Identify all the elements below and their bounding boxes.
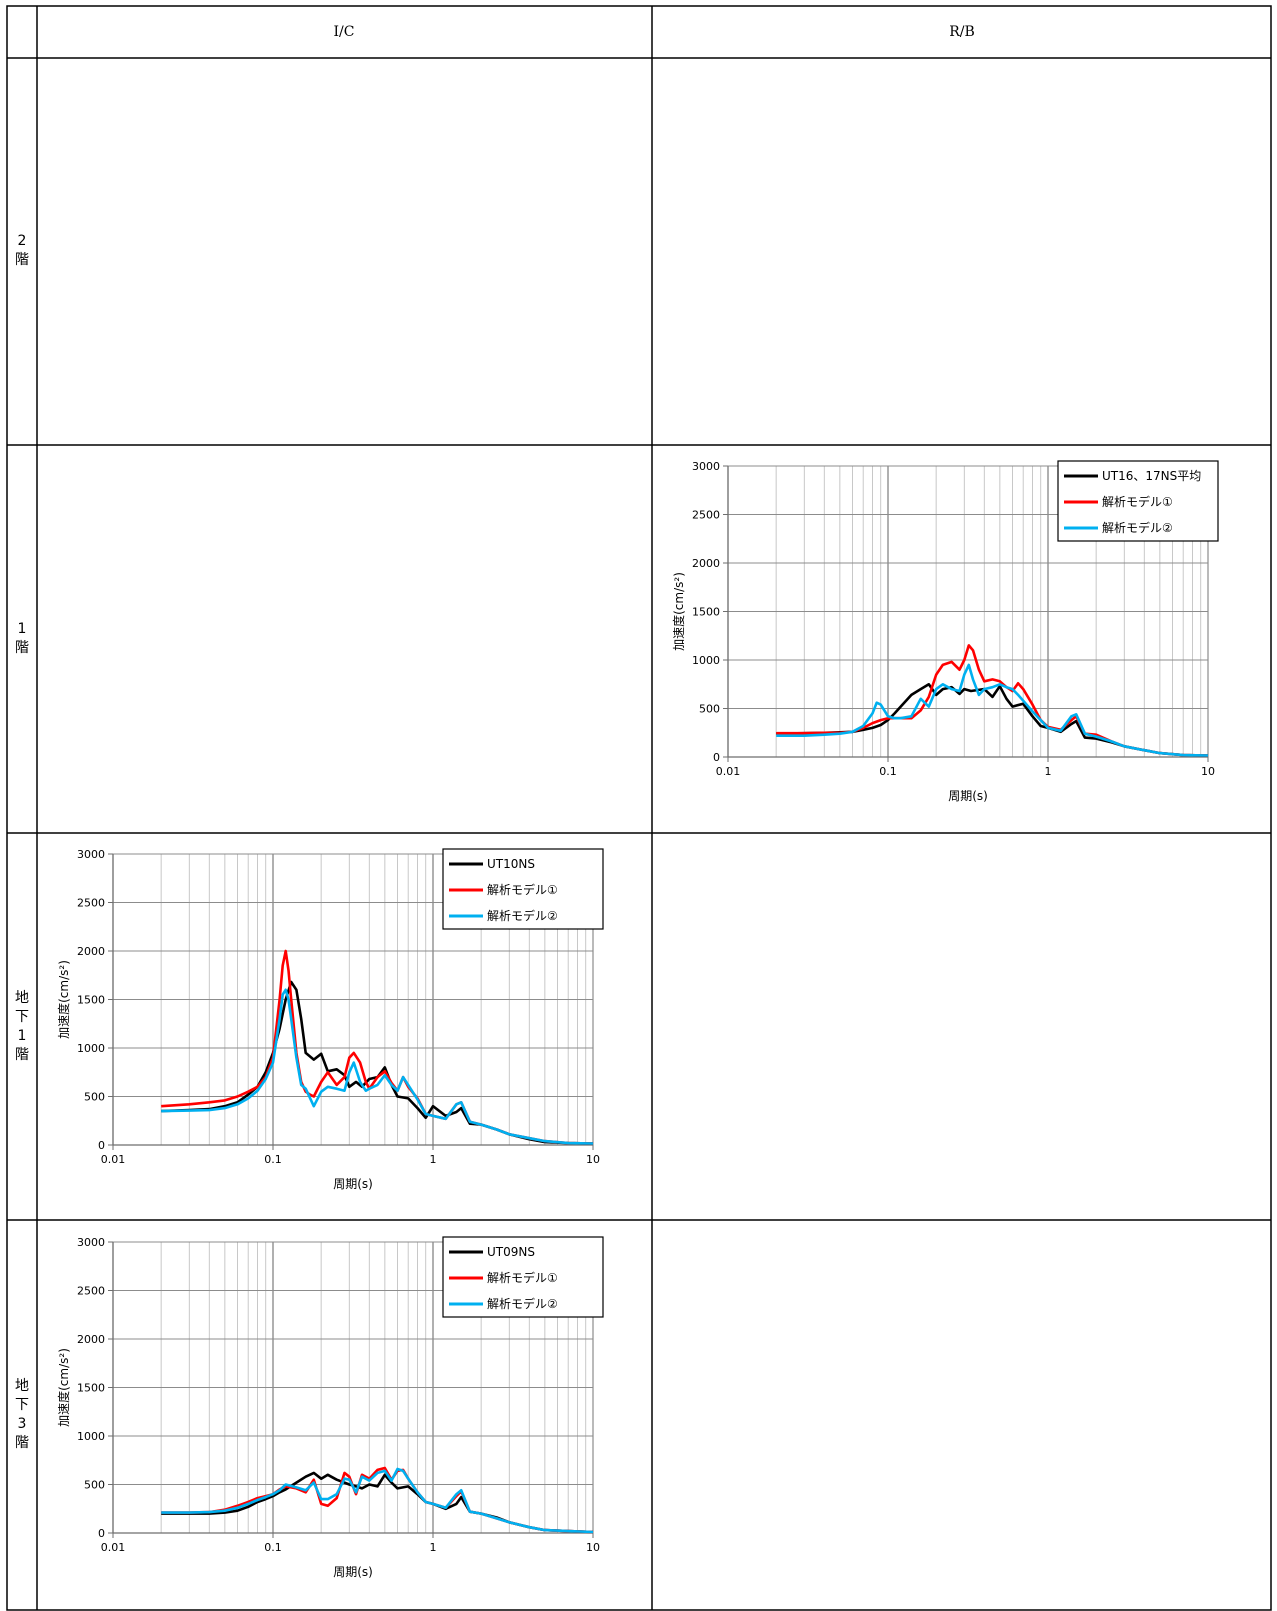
x-tick-label: 1	[430, 1153, 437, 1166]
legend-entry-label: 解析モデル②	[487, 908, 558, 923]
x-tick-label: 0.1	[264, 1541, 282, 1554]
y-tick-label: 0	[98, 1139, 105, 1152]
x-tick-label: 1	[1045, 765, 1052, 778]
y-axis-title: 加速度(cm/s²)	[56, 1348, 71, 1427]
legend-entry-label: 解析モデル①	[487, 1270, 558, 1285]
y-tick-label: 0	[713, 751, 720, 764]
y-tick-label: 500	[84, 1091, 105, 1104]
legend-entry-label: 解析モデル②	[487, 1296, 558, 1311]
x-tick-label: 1	[430, 1541, 437, 1554]
legend-entry-label: 解析モデル①	[1102, 494, 1173, 509]
column-header-ic: I/C	[333, 24, 355, 40]
chart-rb-1f: 0 500 1000 1500 2000 2500 3000 0.01 0.1 1 10 周期(s) 加…	[671, 460, 1219, 803]
legend-entry-label: 解析モデル②	[1102, 520, 1173, 535]
x-tick-label: 10	[1201, 765, 1215, 778]
y-tick-label: 2500	[77, 1285, 105, 1298]
y-axis-title: 加速度(cm/s²)	[671, 572, 686, 651]
series-line-1	[161, 949, 594, 1145]
y-tick-label: 1000	[77, 1042, 105, 1055]
legend-entry-label: UT10NS	[487, 857, 535, 871]
legend-entry-label: UT16、17NS平均	[1102, 469, 1201, 483]
legend: UT09NS 解析モデル① 解析モデル②	[442, 1236, 604, 1318]
legend-entry-label: 解析モデル①	[487, 882, 558, 897]
y-tick-label: 1000	[77, 1430, 105, 1443]
y-tick-label: 2000	[77, 1333, 105, 1346]
x-axis-title: 周期(s)	[948, 789, 988, 803]
series-line-0	[161, 1471, 594, 1534]
y-tick-label: 500	[699, 703, 720, 716]
y-tick-label: 3000	[692, 460, 720, 473]
y-tick-label: 1000	[692, 654, 720, 667]
y-tick-label: 0	[98, 1527, 105, 1540]
y-tick-label: 3000	[77, 1236, 105, 1249]
y-axis-title: 加速度(cm/s²)	[56, 960, 71, 1039]
chart-ic-b3f: 0 500 1000 1500 2000 2500 3000 0.01 0.1 1 10 周期(s) 加…	[56, 1236, 604, 1579]
chart-ic-b1f: 0 500 1000 1500 2000 2500 3000 0.01 0.1 1 10 周期(s) 加…	[56, 848, 604, 1191]
x-tick-label: 0.1	[264, 1153, 282, 1166]
legend-entry-label: UT09NS	[487, 1245, 535, 1259]
x-axis-title: 周期(s)	[333, 1177, 373, 1191]
y-tick-label: 2000	[77, 945, 105, 958]
x-tick-label: 0.01	[716, 765, 741, 778]
series-line-1	[161, 1466, 594, 1534]
series-line-2	[161, 1467, 594, 1534]
y-tick-label: 1500	[77, 994, 105, 1007]
x-tick-label: 0.1	[879, 765, 897, 778]
x-axis-title: 周期(s)	[333, 1565, 373, 1579]
x-tick-label: 10	[586, 1541, 600, 1554]
y-tick-label: 1500	[77, 1382, 105, 1395]
y-tick-label: 500	[84, 1479, 105, 1492]
y-tick-label: 2000	[692, 557, 720, 570]
x-tick-label: 0.01	[101, 1541, 126, 1554]
y-tick-label: 1500	[692, 606, 720, 619]
column-header-rb: R/B	[949, 24, 975, 40]
series-line-2	[776, 663, 1209, 757]
series-line-1	[776, 644, 1209, 757]
series-line-0	[161, 980, 594, 1145]
y-tick-label: 3000	[77, 848, 105, 861]
y-tick-label: 2500	[77, 897, 105, 910]
legend: UT10NS 解析モデル① 解析モデル②	[442, 848, 604, 930]
x-tick-label: 0.01	[101, 1153, 126, 1166]
series-line-0	[776, 683, 1209, 757]
x-tick-label: 10	[586, 1153, 600, 1166]
y-tick-label: 2500	[692, 509, 720, 522]
series-line-2	[161, 988, 594, 1145]
